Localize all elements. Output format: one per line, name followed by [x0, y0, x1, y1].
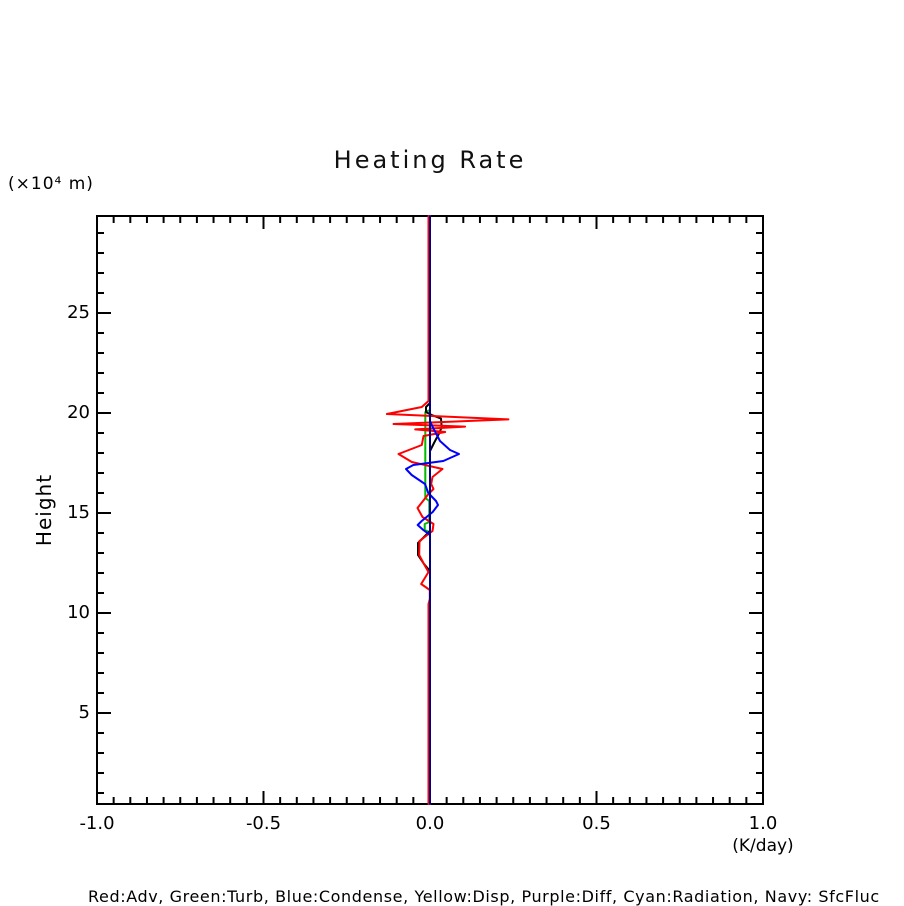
x-axis-unit-label: (K/day) — [732, 836, 794, 856]
x-tick-label: 0.0 — [415, 813, 445, 834]
x-tick-label: 0.5 — [582, 813, 611, 834]
y-tick-label: 10 — [67, 602, 90, 623]
x-tick-label: 1.0 — [748, 813, 778, 834]
series-adv-line — [385, 215, 510, 805]
chart-title: Heating Rate — [333, 146, 527, 174]
y-tick-label: 15 — [67, 502, 90, 523]
y-tick-label: 25 — [67, 302, 90, 323]
y-tick-label: 20 — [67, 402, 90, 423]
x-tick-label: -0.5 — [245, 813, 282, 834]
y-tick-label: 5 — [78, 702, 90, 723]
x-tick-label: -1.0 — [79, 813, 115, 834]
series-condense-line — [405, 215, 460, 805]
y-axis-unit-label: (×10⁴ m) — [8, 174, 94, 194]
legend-caption: Red:Adv, Green:Turb, Blue:Condense, Yell… — [88, 887, 880, 906]
